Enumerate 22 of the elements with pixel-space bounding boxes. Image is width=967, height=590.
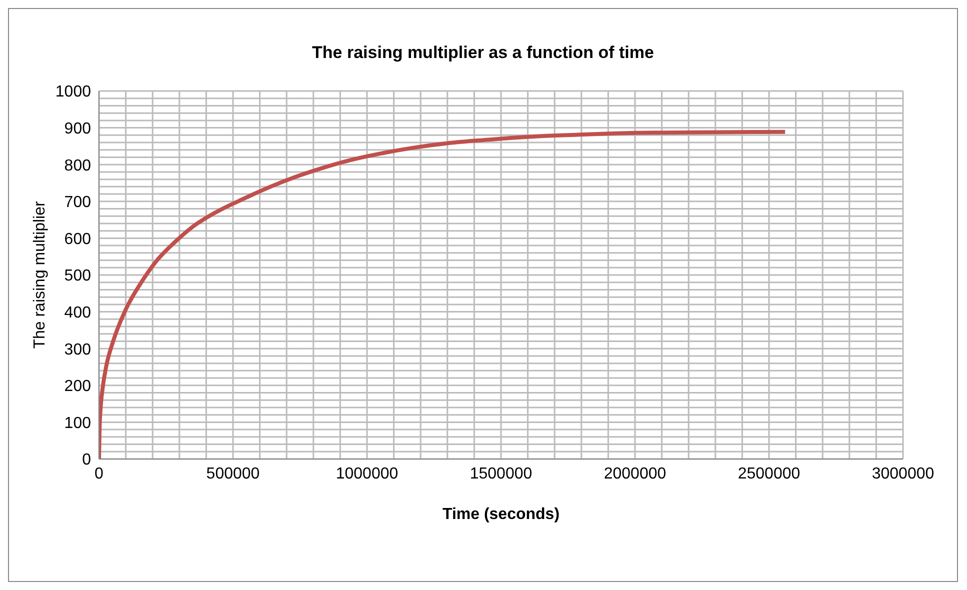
y-tick-label: 700 [64, 194, 92, 212]
chart-title: The raising multiplier as a function of time [311, 43, 655, 63]
y-tick-label: 1000 [55, 84, 92, 101]
y-tick-label: 400 [64, 304, 92, 322]
line-series [99, 130, 788, 459]
x-axis-title: Time (seconds) [442, 506, 560, 523]
y-axis-title: The raising multiplier [32, 200, 49, 349]
y-tick-label: 800 [64, 157, 92, 174]
y-tick-label: 0 [82, 452, 92, 469]
y-tick-label: 300 [64, 341, 92, 358]
x-tick-label: 2000000 [604, 465, 666, 482]
x-tick-label: 1000000 [336, 465, 398, 482]
y-tick-label: 900 [64, 120, 92, 138]
x-tick-label: 1500000 [470, 465, 532, 482]
y-tick-label: 200 [64, 378, 92, 396]
x-tick-label: 500000 [206, 465, 260, 482]
x-tick-label: 3000000 [872, 465, 934, 482]
y-tick-label: 500 [64, 268, 92, 285]
y-tick-label: 600 [64, 230, 92, 248]
x-tick-label: 0 [94, 465, 104, 482]
x-tick-label: 2500000 [738, 465, 800, 482]
y-tick-label: 100 [64, 414, 92, 432]
